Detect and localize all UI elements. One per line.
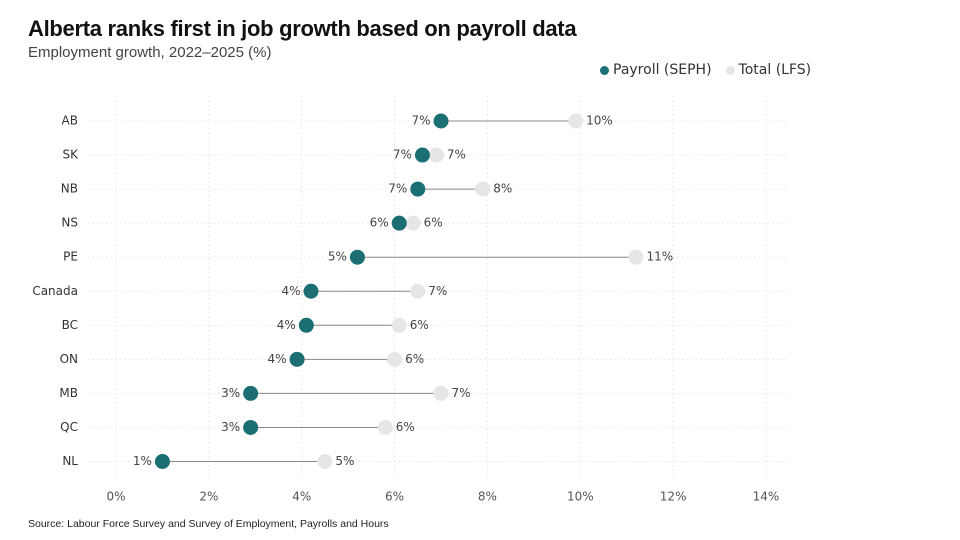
payroll-dot	[154, 454, 170, 469]
legend-label-payroll: Payroll (SEPH)	[613, 62, 712, 78]
total-dot	[405, 215, 421, 231]
total-value-label: 6%	[410, 318, 429, 332]
total-dot	[428, 147, 444, 163]
chart-subtitle: Employment growth, 2022–2025 (%)	[28, 44, 272, 61]
payroll-value-label: 4%	[268, 352, 287, 366]
payroll-dot	[289, 351, 305, 367]
payroll-value-label: 1%	[133, 454, 152, 468]
category-label: PE	[63, 250, 78, 264]
total-value-label: 6%	[424, 216, 443, 230]
total-dot	[391, 317, 407, 333]
total-dot	[377, 419, 393, 435]
payroll-value-label: 7%	[388, 182, 407, 196]
payroll-dot	[433, 113, 449, 129]
x-tick-label: 6%	[385, 490, 404, 504]
payroll-dot	[391, 215, 407, 231]
payroll-value-label: 7%	[411, 114, 430, 128]
total-value-label: 7%	[447, 148, 466, 162]
x-tick-label: 0%	[106, 490, 125, 504]
total-dot	[628, 249, 644, 265]
category-label: BC	[62, 318, 78, 332]
payroll-value-label: 3%	[221, 420, 240, 434]
legend: Payroll (SEPH) Total (LFS)	[600, 62, 825, 78]
total-value-label: 7%	[428, 284, 447, 298]
payroll-dot	[243, 385, 259, 401]
total-value-label: 8%	[493, 182, 512, 196]
legend-item-total[interactable]: Total (LFS)	[725, 62, 812, 78]
payroll-dot	[414, 147, 430, 163]
x-tick-label: 12%	[660, 490, 687, 504]
category-label: ON	[60, 352, 78, 366]
x-tick-label: 4%	[292, 490, 311, 504]
category-label: Canada	[32, 284, 78, 298]
payroll-value-label: 7%	[393, 148, 412, 162]
legend-item-payroll[interactable]: Payroll (SEPH)	[600, 62, 712, 78]
total-dot	[475, 181, 491, 197]
total-dot	[433, 385, 449, 401]
payroll-dot	[298, 317, 314, 333]
data-rows: 7% 10%7% 7%7% 8%6% 6%5% 11%4% 7%4% 6%4% 6%3% 7%3%…	[133, 113, 674, 469]
category-label: SK	[63, 148, 80, 162]
total-value-label: 11%	[647, 250, 674, 264]
row-ns: 6% 6%	[370, 215, 443, 231]
payroll-dot	[410, 181, 426, 197]
payroll-value-label: 6%	[370, 216, 389, 230]
row-bc: 4% 6%	[277, 317, 429, 333]
payroll-dot	[303, 283, 319, 299]
row-ab: 7% 10%	[411, 113, 613, 129]
category-label: NL	[62, 454, 78, 468]
row-pe: 5% 11%	[328, 249, 674, 265]
y-axis: AB SK NB NS PE Canada BC ON MB QC NL	[32, 114, 79, 469]
payroll-value-label: 5%	[328, 250, 347, 264]
x-tick-label: 10%	[567, 490, 594, 504]
total-value-label: 7%	[452, 386, 471, 400]
category-label: MB	[59, 386, 78, 400]
total-dot	[410, 283, 426, 299]
payroll-value-label: 4%	[277, 318, 296, 332]
x-tick-label: 8%	[478, 490, 497, 504]
row-qc: 3% 6%	[221, 419, 415, 435]
total-value-label: 6%	[405, 352, 424, 366]
category-label: AB	[62, 114, 78, 128]
legend-marker-total	[725, 65, 735, 75]
total-value-label: 10%	[586, 114, 613, 128]
total-dot	[568, 113, 584, 129]
category-label: NB	[61, 182, 78, 196]
total-dot	[317, 454, 333, 469]
row-nl: 1% 5%	[133, 454, 354, 469]
x-tick-label: 2%	[199, 490, 218, 504]
total-value-label: 6%	[396, 420, 415, 434]
row-on: 4% 6%	[268, 351, 424, 367]
total-value-label: 5%	[335, 454, 354, 468]
category-label: NS	[61, 216, 78, 230]
payroll-dot	[349, 249, 365, 265]
chart-title: Alberta ranks first in job growth based …	[28, 16, 577, 41]
legend-label-total: Total (LFS)	[738, 62, 812, 78]
row-mb: 3% 7%	[221, 385, 471, 401]
row-sk: 7% 7%	[393, 147, 466, 163]
payroll-value-label: 4%	[281, 284, 300, 298]
row-canada: 4% 7%	[281, 283, 447, 299]
total-dot	[387, 351, 403, 367]
x-tick-label: 14%	[753, 490, 780, 504]
row-nb: 7% 8%	[388, 181, 512, 197]
payroll-dot	[243, 419, 259, 435]
payroll-value-label: 3%	[221, 386, 240, 400]
legend-marker-payroll	[600, 65, 609, 75]
source-note: Source: Labour Force Survey and Survey o…	[28, 518, 389, 530]
category-label: QC	[60, 420, 78, 434]
x-axis: 0% 2% 4% 6% 8% 10% 12% 14%	[106, 490, 779, 504]
